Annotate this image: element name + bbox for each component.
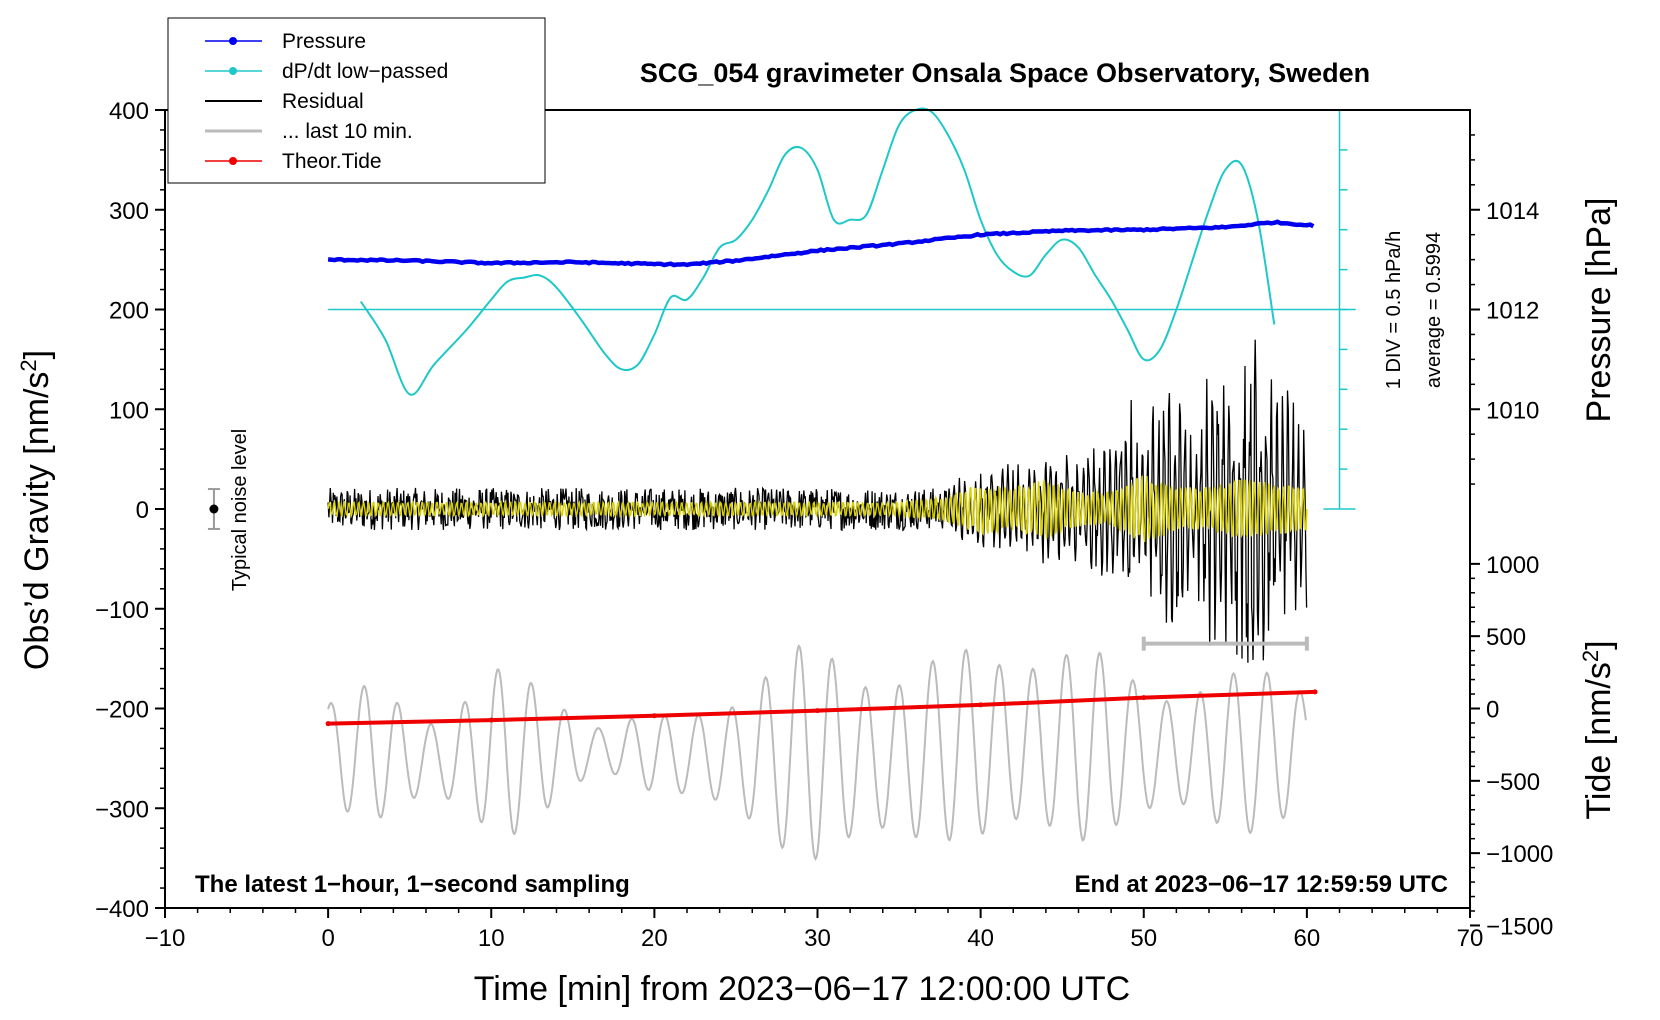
x-tick-label: 10	[478, 925, 505, 952]
legend-marker-pressure	[229, 37, 237, 45]
tide-point	[978, 702, 984, 708]
sampling-note: The latest 1−hour, 1−second sampling	[195, 871, 630, 898]
y-tick-label: 0	[136, 497, 149, 524]
x-tick-label: 60	[1294, 925, 1321, 952]
y-axis-label-tide: Tide [nm/s2]	[1578, 640, 1618, 819]
legend-label-dpdt: dP/dt low−passed	[282, 60, 448, 83]
y-axis-label-gravity: Obs’d Gravity [nm/s2]	[16, 350, 56, 670]
series-dpdt-line	[359, 107, 1276, 396]
tide-tick-label: 0	[1486, 697, 1499, 724]
chart-title: SCG_054 gravimeter Onsala Space Observat…	[640, 58, 1370, 88]
average-label: average = 0.5994	[1423, 232, 1445, 388]
y-tick-label: −400	[95, 896, 149, 923]
y-tick-label: 400	[109, 98, 149, 125]
x-tick-label: −10	[145, 925, 186, 952]
x-axis-label: Time [min] from 2023−06−17 12:00:00 UTC	[474, 970, 1130, 1008]
tide-tick-label: −1000	[1486, 841, 1553, 868]
legend-label-pressure: Pressure	[282, 30, 366, 53]
y-tick-label: 200	[109, 298, 149, 325]
y-axis-label-pressure: Pressure [hPa]	[1580, 198, 1618, 423]
tide-point	[651, 713, 657, 719]
pressure-tick-label: 1012	[1486, 298, 1539, 325]
series-pressure-line	[327, 219, 1315, 268]
y-tick-label: 300	[109, 198, 149, 225]
tide-tick-label: −500	[1486, 769, 1540, 796]
series-last10-line	[327, 644, 1307, 862]
noise-level-label: Typical noise level	[229, 429, 251, 591]
tide-point	[325, 721, 331, 727]
x-tick-label: 30	[804, 925, 831, 952]
tide-point	[488, 717, 494, 723]
tide-tick-label: −1500	[1486, 913, 1553, 940]
x-tick-label: 40	[967, 925, 994, 952]
tide-tick-label: 500	[1486, 624, 1526, 651]
x-tick-label: 70	[1457, 925, 1484, 952]
legend-label-tide: Theor.Tide	[282, 150, 382, 173]
legend-marker-dpdt	[229, 67, 237, 75]
series-residual-lowpass-line	[327, 475, 1308, 543]
y-tick-label: −100	[95, 597, 149, 624]
tide-point	[815, 708, 820, 714]
y-tick-label: −200	[95, 697, 149, 724]
div-label: 1 DIV = 0.5 hPa/h	[1383, 231, 1405, 389]
series-residual-line	[327, 339, 1308, 663]
legend-label-last10: ... last 10 min.	[282, 120, 413, 143]
legend-marker-tide	[229, 157, 237, 165]
noise-level-dot	[209, 504, 219, 514]
x-tick-label: 20	[641, 925, 668, 952]
tide-point	[1141, 695, 1147, 701]
y-tick-label: 100	[109, 397, 149, 424]
end-time-note: End at 2023−06−17 12:59:59 UTC	[1074, 871, 1448, 898]
axes-layer: −10 0 10 20 30 40 50 60 70−400−300−200−100010020…	[95, 98, 1553, 952]
tide-point	[1312, 689, 1318, 695]
legend-label-residual: Residual	[282, 90, 364, 113]
pressure-tick-label: 1014	[1486, 198, 1539, 225]
plot-layer	[207, 107, 1356, 862]
legend: Pressure dP/dt low−passed Residual ... l…	[167, 17, 546, 184]
pressure-tick-label: 1010	[1486, 397, 1539, 424]
y-tick-label: −300	[95, 796, 149, 823]
series-tide-line	[328, 689, 1316, 726]
x-tick-label: 0	[321, 925, 334, 952]
x-tick-label: 50	[1130, 925, 1157, 952]
tide-tick-label: 1000	[1486, 552, 1539, 579]
